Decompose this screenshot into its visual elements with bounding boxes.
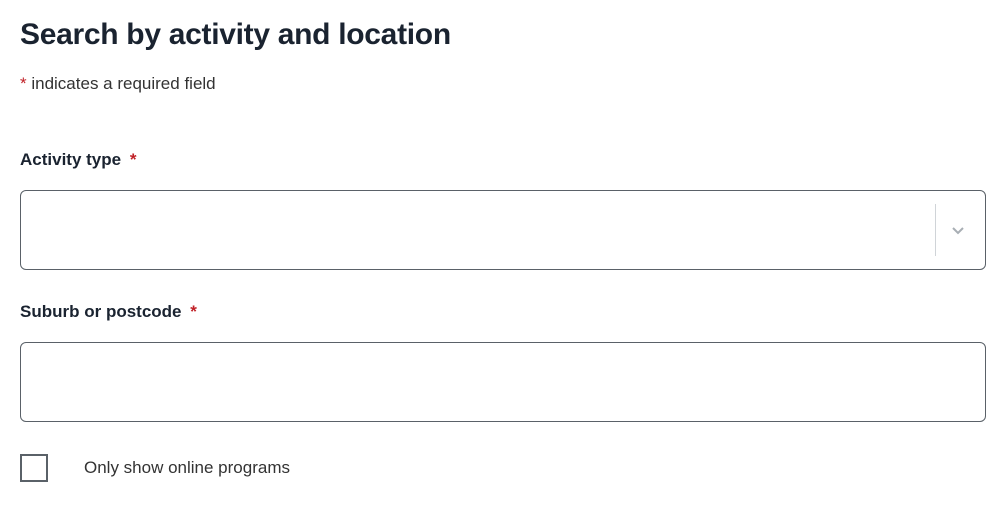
asterisk-icon: * (190, 302, 197, 321)
online-only-checkbox[interactable] (20, 454, 48, 482)
suburb-postcode-group: Suburb or postcode * (20, 302, 986, 422)
activity-type-group: Activity type * (20, 150, 986, 270)
activity-type-select[interactable] (20, 190, 986, 270)
asterisk-icon: * (130, 150, 137, 169)
page-title: Search by activity and location (20, 18, 986, 52)
asterisk-icon: * (20, 74, 27, 93)
required-note-text: indicates a required field (27, 74, 216, 93)
online-only-label[interactable]: Only show online programs (84, 458, 290, 478)
suburb-postcode-label: Suburb or postcode * (20, 302, 986, 322)
suburb-postcode-input[interactable] (20, 342, 986, 422)
activity-type-label: Activity type * (20, 150, 986, 170)
activity-type-select-wrapper (20, 190, 986, 270)
activity-type-label-text: Activity type (20, 150, 121, 169)
online-only-row: Only show online programs (20, 454, 986, 482)
suburb-postcode-label-text: Suburb or postcode (20, 302, 182, 321)
required-field-note: * indicates a required field (20, 74, 986, 94)
